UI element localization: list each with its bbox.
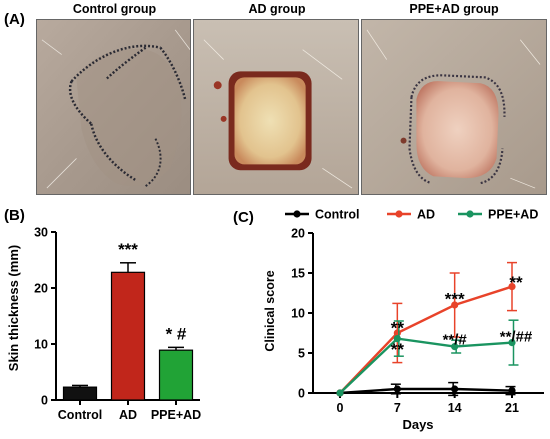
chart-c-significance-label: **/# bbox=[443, 332, 468, 349]
chart-b-y-tick-label: 30 bbox=[34, 226, 48, 240]
chart-c-legend-label: Control bbox=[315, 208, 359, 222]
chart-c-legend-marker bbox=[395, 210, 403, 218]
chart-c-y-tick-label: 0 bbox=[298, 387, 305, 401]
chart-c-legend: Control AD PPE+AD bbox=[285, 208, 538, 222]
chart-c-y-tick-label: 5 bbox=[298, 347, 305, 361]
chart-c-significance-label: *** bbox=[445, 290, 465, 309]
chart-c-point-control bbox=[393, 385, 401, 393]
photo-title-ppe-ad: PPE+AD group bbox=[409, 2, 499, 16]
photo-ppe-ad-skin bbox=[361, 19, 547, 195]
chart-c-point-ppe-ad bbox=[508, 339, 516, 347]
chart-c-significance-label: ** bbox=[391, 340, 405, 359]
chart-c-y-tick-label: 10 bbox=[291, 307, 305, 321]
chart-c-legend-marker bbox=[293, 210, 301, 218]
chart-b-y-axis-label: Skin thickness (mm) bbox=[6, 245, 21, 371]
photo-title-ad: AD group bbox=[248, 2, 306, 16]
chart-c-line-ad bbox=[339, 285, 513, 394]
chart-c-x-axis-label: Days bbox=[402, 417, 433, 432]
chart-b-y-tick-label: 20 bbox=[34, 282, 48, 296]
chart-c-point-ppe-ad bbox=[451, 343, 459, 351]
chart-b-x-tick-label: PPE+AD bbox=[151, 408, 201, 422]
chart-b-bar bbox=[158, 349, 194, 401]
chart-c-point-control bbox=[451, 385, 459, 393]
chart-c-point-ppe-ad bbox=[393, 335, 401, 343]
chart-b-bar bbox=[62, 386, 98, 401]
chart-b-y-tick-label: 0 bbox=[41, 394, 48, 408]
chart-c-legend-label: AD bbox=[417, 208, 435, 222]
chart-b-y-tick-label: 10 bbox=[34, 338, 48, 352]
photo-ad-skin bbox=[193, 19, 359, 195]
chart-c-y-axis-label: Clinical score bbox=[263, 270, 277, 351]
chart-b-significance-label: * # bbox=[166, 324, 187, 343]
skin-thickness-bar-chart: Skin thickness (mm) 0 10 20 30 Control AD *** P… bbox=[6, 226, 201, 423]
chart-c-point-ppe-ad bbox=[336, 389, 344, 397]
clinical-score-line-chart: Control AD PPE+AD Clinical score Days 0 5 10… bbox=[263, 208, 544, 432]
chart-c-point-control bbox=[508, 387, 516, 395]
chart-c-significance-label: **/## bbox=[500, 328, 533, 345]
chart-c-significance-label: ** bbox=[509, 273, 523, 292]
chart-b-x-tick-label: AD bbox=[119, 408, 137, 422]
chart-c-legend-marker bbox=[466, 210, 474, 218]
chart-c-line-control bbox=[339, 387, 513, 395]
chart-c-point-ad bbox=[451, 301, 459, 309]
chart-c-y-tick-label: 15 bbox=[291, 267, 305, 281]
chart-c-x-tick-label: 0 bbox=[337, 401, 344, 415]
panel-b-label: (B) bbox=[4, 207, 25, 224]
chart-c-x-tick-label: 21 bbox=[505, 401, 519, 415]
chart-c-x-tick-label: 7 bbox=[394, 401, 401, 415]
panel-a-label: (A) bbox=[4, 11, 25, 28]
chart-c-y-tick-label: 20 bbox=[291, 227, 305, 241]
chart-b-bar bbox=[110, 271, 146, 401]
chart-c-line-ppe-ad bbox=[339, 337, 513, 394]
chart-b-significance-label: *** bbox=[118, 240, 138, 259]
chart-c-x-tick-label: 14 bbox=[448, 401, 462, 415]
photo-control-skin bbox=[36, 19, 191, 195]
panel-c-label: (C) bbox=[233, 209, 254, 226]
chart-c-significance-label: ** bbox=[391, 318, 405, 337]
chart-c-point-ad bbox=[508, 283, 516, 291]
chart-c-legend-label: PPE+AD bbox=[488, 208, 538, 222]
photo-title-control: Control group bbox=[72, 2, 157, 16]
chart-b-x-tick-label: Control bbox=[58, 408, 102, 422]
